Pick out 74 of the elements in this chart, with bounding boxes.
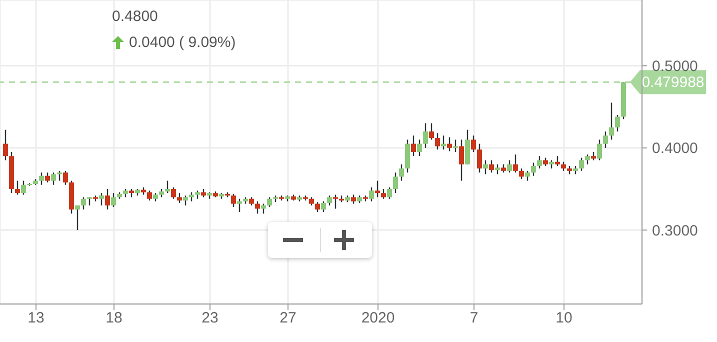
candlestick xyxy=(609,102,614,140)
candlestick xyxy=(75,204,80,231)
candlestick xyxy=(255,200,260,214)
candlestick xyxy=(111,192,116,208)
candlestick xyxy=(513,154,518,174)
candlestick xyxy=(21,180,26,196)
candlestick xyxy=(471,134,476,153)
candlestick xyxy=(177,192,182,204)
candlestick xyxy=(3,129,8,161)
candlestick xyxy=(99,192,104,206)
candlestick xyxy=(447,136,452,152)
candlestick xyxy=(321,200,326,213)
x-tick-label: 13 xyxy=(28,310,44,327)
candlestick xyxy=(15,180,20,196)
candlestick xyxy=(237,198,242,213)
candlestick xyxy=(261,203,266,214)
candlestick xyxy=(183,194,188,206)
candlestick xyxy=(603,130,608,148)
x-tick-label: 2020 xyxy=(361,310,395,327)
candlestick xyxy=(507,160,512,174)
candlestick xyxy=(171,186,176,200)
candlestick xyxy=(231,193,236,208)
candlestick xyxy=(519,168,524,180)
x-tick-label: 27 xyxy=(280,310,296,327)
candlestick xyxy=(417,139,422,157)
candlestick xyxy=(411,134,416,157)
candlestick xyxy=(585,154,590,165)
candlestick xyxy=(489,160,494,174)
x-tick-label: 7 xyxy=(470,310,478,327)
candlestick xyxy=(327,194,332,206)
candlestick xyxy=(429,122,434,140)
candlestick xyxy=(51,172,56,186)
candlestick xyxy=(483,160,488,175)
annotation: 0.4800 xyxy=(112,8,158,25)
candlestick xyxy=(267,196,272,208)
x-tick-label: 18 xyxy=(106,310,122,327)
candlestick xyxy=(531,162,536,176)
y-tick-label: 0.3000 xyxy=(652,222,698,240)
candlestick xyxy=(81,196,86,210)
candlestick xyxy=(39,172,44,186)
x-tick-label: 10 xyxy=(556,310,572,327)
candlestick xyxy=(351,194,356,204)
candlestick xyxy=(105,188,110,210)
candlestick xyxy=(57,170,62,182)
candlestick xyxy=(393,172,398,194)
candlestick xyxy=(399,164,404,182)
candlestick xyxy=(147,190,152,202)
candlestick xyxy=(381,188,386,200)
annotation: 0.0400 ( 9.09%) xyxy=(129,34,236,51)
candlestick xyxy=(387,186,392,200)
candlestick xyxy=(615,114,620,132)
candlestick xyxy=(315,202,320,213)
candlestick xyxy=(525,170,530,182)
candlestick xyxy=(369,186,374,202)
candlestick xyxy=(555,156,560,167)
candlestick xyxy=(495,164,500,175)
candlestick xyxy=(537,156,542,170)
candlestick xyxy=(375,180,380,198)
candlestick xyxy=(423,122,428,148)
x-tick-label: 23 xyxy=(202,310,218,327)
candlestick xyxy=(459,139,464,182)
candlestick xyxy=(579,157,584,172)
candlestick xyxy=(63,170,68,186)
candlestick xyxy=(165,180,170,194)
candlestick xyxy=(477,143,482,174)
candlestick xyxy=(453,139,458,153)
y-tick-label: 0.4000 xyxy=(652,140,698,158)
candlestick xyxy=(561,161,566,172)
ref-line-label: 0.479988 xyxy=(642,74,704,92)
candlestick xyxy=(333,194,338,210)
candlestick xyxy=(435,132,440,150)
candlestick xyxy=(189,192,194,202)
candlestick xyxy=(597,139,602,161)
candlestick xyxy=(45,172,50,183)
